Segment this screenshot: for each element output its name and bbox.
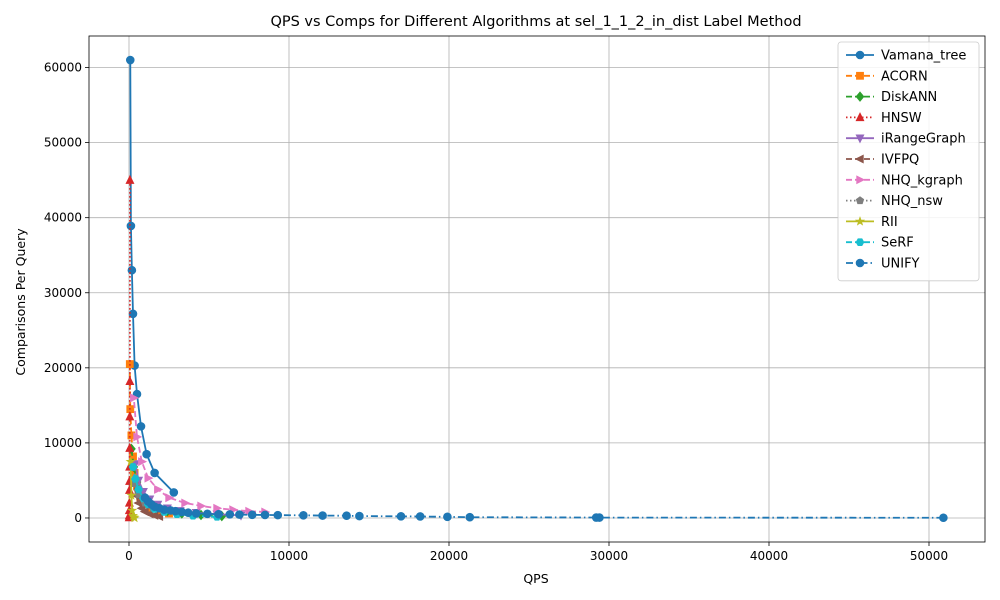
data-point [191, 509, 201, 518]
chart-title: QPS vs Comps for Different Algorithms at… [270, 14, 801, 30]
legend-entry: DiskANN [881, 90, 937, 105]
legend-entry: iRangeGraph [881, 132, 966, 147]
y-tick-label: 40000 [44, 211, 82, 225]
legend-entry: UNIFY [881, 257, 920, 272]
data-point [260, 510, 270, 520]
data-point [128, 463, 138, 471]
legend-entry: HNSW [881, 111, 922, 126]
x-tick-label: 0 [125, 549, 133, 563]
axis-ticks: 0 10000 20000 30000 40000 50000 0 10000 20000 300… [44, 61, 948, 563]
x-tick-label: 20000 [430, 549, 468, 563]
x-tick-label: 50000 [910, 549, 948, 563]
data-point [150, 468, 159, 478]
data-point [939, 513, 948, 523]
data-point [130, 393, 140, 403]
y-tick-label: 0 [74, 511, 82, 525]
data-point [154, 484, 164, 494]
data-point [855, 238, 865, 246]
series-RII [125, 456, 140, 523]
data-point [144, 473, 154, 483]
legend: Vamana_tree ACORN DiskANN HNSW iRangeGraph IV… [837, 41, 980, 282]
data-point [131, 475, 140, 483]
data-point [203, 509, 212, 519]
y-tick-label: 60000 [44, 61, 82, 75]
y-tick-label: 50000 [44, 136, 82, 150]
data-point [154, 511, 164, 521]
data-point [125, 456, 136, 466]
data-point [854, 216, 866, 226]
data-point [396, 512, 406, 521]
data-point [128, 309, 138, 319]
data-point [134, 485, 143, 494]
data-point [415, 512, 425, 521]
data-point [856, 71, 864, 80]
data-point [855, 196, 865, 205]
series-UNIFY [140, 493, 948, 523]
data-point [169, 488, 179, 497]
data-point [181, 498, 191, 508]
data-point [214, 509, 223, 519]
x-tick-label: 30000 [590, 549, 628, 563]
legend-entry: SeRF [881, 236, 914, 251]
series-line [144, 497, 944, 519]
data-point [125, 442, 135, 452]
y-tick-label: 20000 [44, 361, 82, 375]
data-point [855, 91, 865, 102]
data-point [225, 510, 235, 519]
data-point [126, 221, 136, 231]
data-point [125, 55, 135, 65]
data-point [855, 134, 865, 144]
y-axis-label: Comparisons Per Query [13, 228, 28, 376]
data-point [197, 501, 207, 511]
data-point [273, 510, 283, 520]
y-tick-label: 10000 [44, 436, 82, 450]
data-point [127, 505, 138, 515]
legend-entry: NHQ_kgraph [881, 173, 963, 188]
legend-entry: ACORN [881, 69, 928, 84]
data-point [149, 510, 159, 520]
data-point [299, 511, 308, 520]
series-Vamana_tree [125, 55, 179, 497]
data-point [125, 411, 135, 421]
data-point [142, 449, 151, 459]
data-point [138, 457, 148, 467]
data-point [591, 513, 601, 522]
data-point [235, 510, 244, 519]
axes-frame [88, 35, 986, 543]
data-point [355, 511, 364, 521]
data-point [144, 509, 154, 519]
series-NHQ_kgraph [130, 393, 271, 517]
data-point [855, 112, 865, 122]
x-axis-label: QPS [523, 571, 548, 586]
data-point [126, 490, 137, 500]
data-point [342, 511, 351, 521]
data-point [318, 511, 327, 520]
series-line [129, 60, 175, 494]
legend-entry: Vamana_tree [881, 49, 966, 64]
x-tick-label: 10000 [270, 549, 308, 563]
data-point [125, 174, 135, 184]
legend-entry: RII [881, 215, 898, 230]
data-point [854, 154, 864, 164]
data-point [136, 422, 146, 431]
data-point [855, 50, 865, 60]
series-line [132, 397, 266, 513]
plot-area [124, 55, 948, 523]
data-point [127, 510, 139, 521]
data-point [125, 376, 135, 386]
data-point [855, 258, 865, 268]
data-point [133, 432, 143, 442]
data-point [140, 493, 150, 503]
y-tick-label: 30000 [44, 286, 82, 300]
data-point [165, 493, 175, 503]
x-tick-label: 40000 [750, 549, 788, 563]
data-point [465, 512, 475, 522]
legend-entry: IVFPQ [881, 153, 919, 168]
data-point [247, 510, 257, 520]
data-point [443, 512, 452, 522]
legend-entry: NHQ_nsw [881, 194, 943, 209]
data-point [856, 175, 866, 185]
